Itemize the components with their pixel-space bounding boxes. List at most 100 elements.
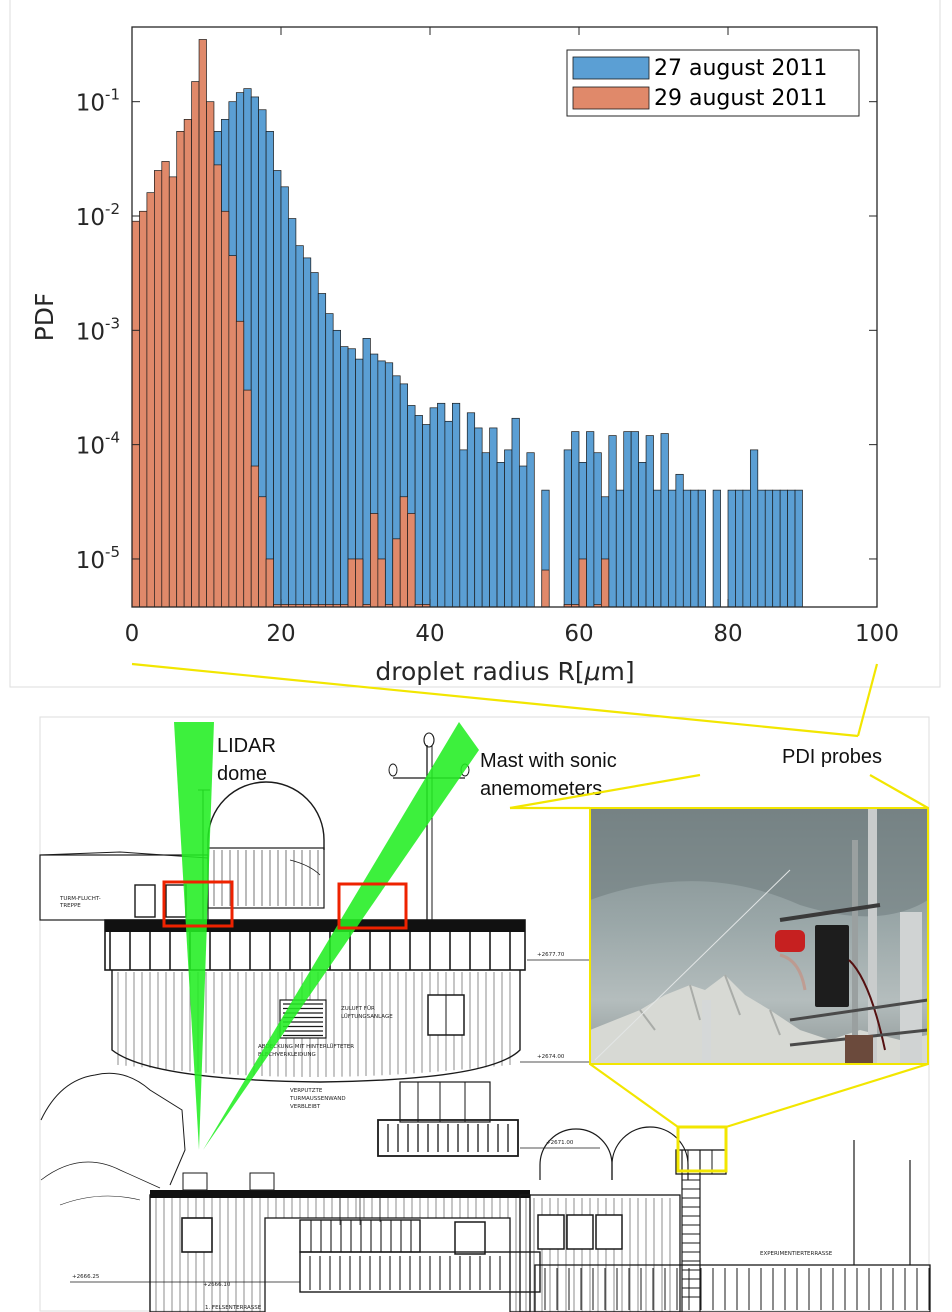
bar-aug27-bin-75 <box>690 489 699 607</box>
bar-aug29-bin-9 <box>198 39 207 607</box>
bar-aug27-bin-20 <box>280 186 289 607</box>
legend-entry-29-august: 29 august 2011 <box>654 86 827 111</box>
bar-aug27-bin-21 <box>288 218 297 607</box>
bar-aug27-bin-82 <box>742 489 751 607</box>
svg-text:+2674.00: +2674.00 <box>537 1054 565 1060</box>
bar-aug27-bin-70 <box>653 489 662 607</box>
bar-aug27-bin-80 <box>727 489 736 607</box>
bar-aug27-bin-61 <box>586 431 595 607</box>
x-axis-label: droplet radius R[μm] <box>375 657 634 686</box>
bar-aug27-bin-72 <box>668 489 677 607</box>
bar-aug27-bin-53 <box>526 452 535 607</box>
bar-aug27-bin-27 <box>332 329 341 607</box>
bar-aug27-bin-44 <box>459 449 468 607</box>
bar-aug29-bin-3 <box>154 170 163 607</box>
bar-aug27-bin-58 <box>563 449 572 607</box>
experimental-terrace <box>534 1264 931 1312</box>
bar-aug27-bin-68 <box>638 462 647 607</box>
bar-aug27-bin-40 <box>429 407 438 607</box>
pdi-photo-frame <box>589 807 929 1065</box>
lower-balcony <box>299 1251 541 1293</box>
bar-aug27-bin-18 <box>265 131 274 607</box>
bar-aug27-bin-65 <box>615 489 625 607</box>
svg-text:TURMAUSSENWAND: TURMAUSSENWAND <box>289 1096 346 1102</box>
plot-frame <box>131 26 878 608</box>
bar-aug29-bin-7 <box>183 119 192 607</box>
y-axis-ticks: 10-1 10-2 10-3 10-4 10-5 <box>76 86 877 574</box>
y-tick-label-4: 10-5 <box>76 543 120 574</box>
legend-swatch-29-august <box>572 86 650 110</box>
chart-panel-border <box>9 0 941 688</box>
bar-aug29-bin-60 <box>578 558 587 607</box>
bar-aug27-bin-22 <box>295 245 304 607</box>
svg-text:VERPUTZTE: VERPUTZTE <box>290 1088 323 1094</box>
pdi-probe-body <box>815 925 849 1007</box>
mast-label: Mast with sonic <box>480 750 617 772</box>
bar-aug27-bin-67 <box>630 431 639 607</box>
bar-aug27-bin-47 <box>481 452 490 607</box>
mast-highlight-box <box>337 882 408 930</box>
bar-aug29-bin-8 <box>191 81 200 607</box>
bar-aug27-bin-78 <box>712 489 721 607</box>
svg-text:VERBLEIBT: VERBLEIBT <box>290 1104 321 1110</box>
bar-aug29-bin-36 <box>399 496 409 607</box>
svg-text:LÜFTUNGSANLAGE: LÜFTUNGSANLAGE <box>341 1013 393 1020</box>
bar-aug27-bin-55 <box>541 489 550 607</box>
bar-aug27-bin-73 <box>675 473 684 607</box>
bar-aug29-bin-5 <box>168 176 178 607</box>
bar-aug27-bin-84 <box>757 489 766 607</box>
bar-aug29-bin-11 <box>213 164 222 607</box>
upper-balcony <box>377 1119 519 1157</box>
bar-aug27-bin-64 <box>608 435 617 607</box>
bar-aug27-bin-28 <box>340 346 349 607</box>
bar-aug29-bin-32 <box>370 513 379 607</box>
x-axis-ticks: 0 20 40 60 80 100 <box>125 27 899 647</box>
bar-aug27-bin-25 <box>317 293 327 607</box>
pdi-probe-red-head <box>775 930 805 952</box>
bar-aug29-bin-12 <box>221 210 230 607</box>
bar-aug27-bin-19 <box>273 170 282 607</box>
bar-aug27-bin-52 <box>519 465 528 607</box>
station-drawing <box>39 732 931 1312</box>
rock-outline <box>40 1072 186 1186</box>
bar-aug29-bin-17 <box>258 496 267 607</box>
mast-label-line2: anemometers <box>480 778 602 800</box>
bar-aug27-bin-23 <box>303 257 312 607</box>
y-tick-label-2: 10-3 <box>76 314 120 345</box>
bar-aug27-bin-69 <box>645 435 654 607</box>
bar-aug29-bin-18 <box>265 558 274 607</box>
bar-aug29-bin-6 <box>176 131 185 607</box>
bar-aug27-bin-49 <box>496 462 505 607</box>
bar-aug29-bin-4 <box>161 161 170 607</box>
bar-aug27-bin-50 <box>504 449 513 607</box>
lidar-highlight-box <box>162 880 234 928</box>
bar-aug27-bin-43 <box>452 402 461 607</box>
bar-aug29-bin-14 <box>235 320 245 607</box>
x-tick-label-2: 40 <box>415 621 444 647</box>
lower-window-strip <box>299 1219 421 1253</box>
bar-aug27-bin-41 <box>437 402 446 607</box>
svg-text:ZULUFT FÜR: ZULUFT FÜR <box>341 1005 375 1012</box>
bar-aug29-bin-37 <box>407 513 416 607</box>
svg-text:ABDECKUNG MIT HINTERLÜFTETER: ABDECKUNG MIT HINTERLÜFTETER <box>258 1043 354 1050</box>
bar-aug29-bin-63 <box>600 558 610 607</box>
bar-aug27-bin-34 <box>384 362 394 607</box>
bar-aug27-bin-24 <box>310 272 319 607</box>
sonic-anemometer-beam <box>203 722 479 1150</box>
bar-aug27-bin-39 <box>422 424 431 607</box>
bar-aug29-bin-55 <box>541 569 550 607</box>
lidar-label-line2: dome <box>217 763 267 785</box>
y-tick-label-1: 10-2 <box>76 200 120 231</box>
bar-aug27-bin-46 <box>474 427 483 607</box>
x-tick-label-3: 60 <box>564 621 593 647</box>
svg-text:TREPPE: TREPPE <box>59 903 81 909</box>
y-axis-label: PDF <box>30 293 59 342</box>
svg-text:TURM-FLUCHT-: TURM-FLUCHT- <box>59 896 101 902</box>
svg-text:+2666.10: +2666.10 <box>203 1282 231 1288</box>
bar-aug29-bin-10 <box>206 101 215 607</box>
svg-text:+2666.25: +2666.25 <box>72 1274 100 1280</box>
bar-aug27-bin-74 <box>682 489 692 607</box>
pdi-probes-label: PDI probes <box>782 746 882 768</box>
drawing-annotations: TURM-FLUCHT- TREPPE ZULUFT FÜR LÜFTUNGSA… <box>59 896 833 1311</box>
